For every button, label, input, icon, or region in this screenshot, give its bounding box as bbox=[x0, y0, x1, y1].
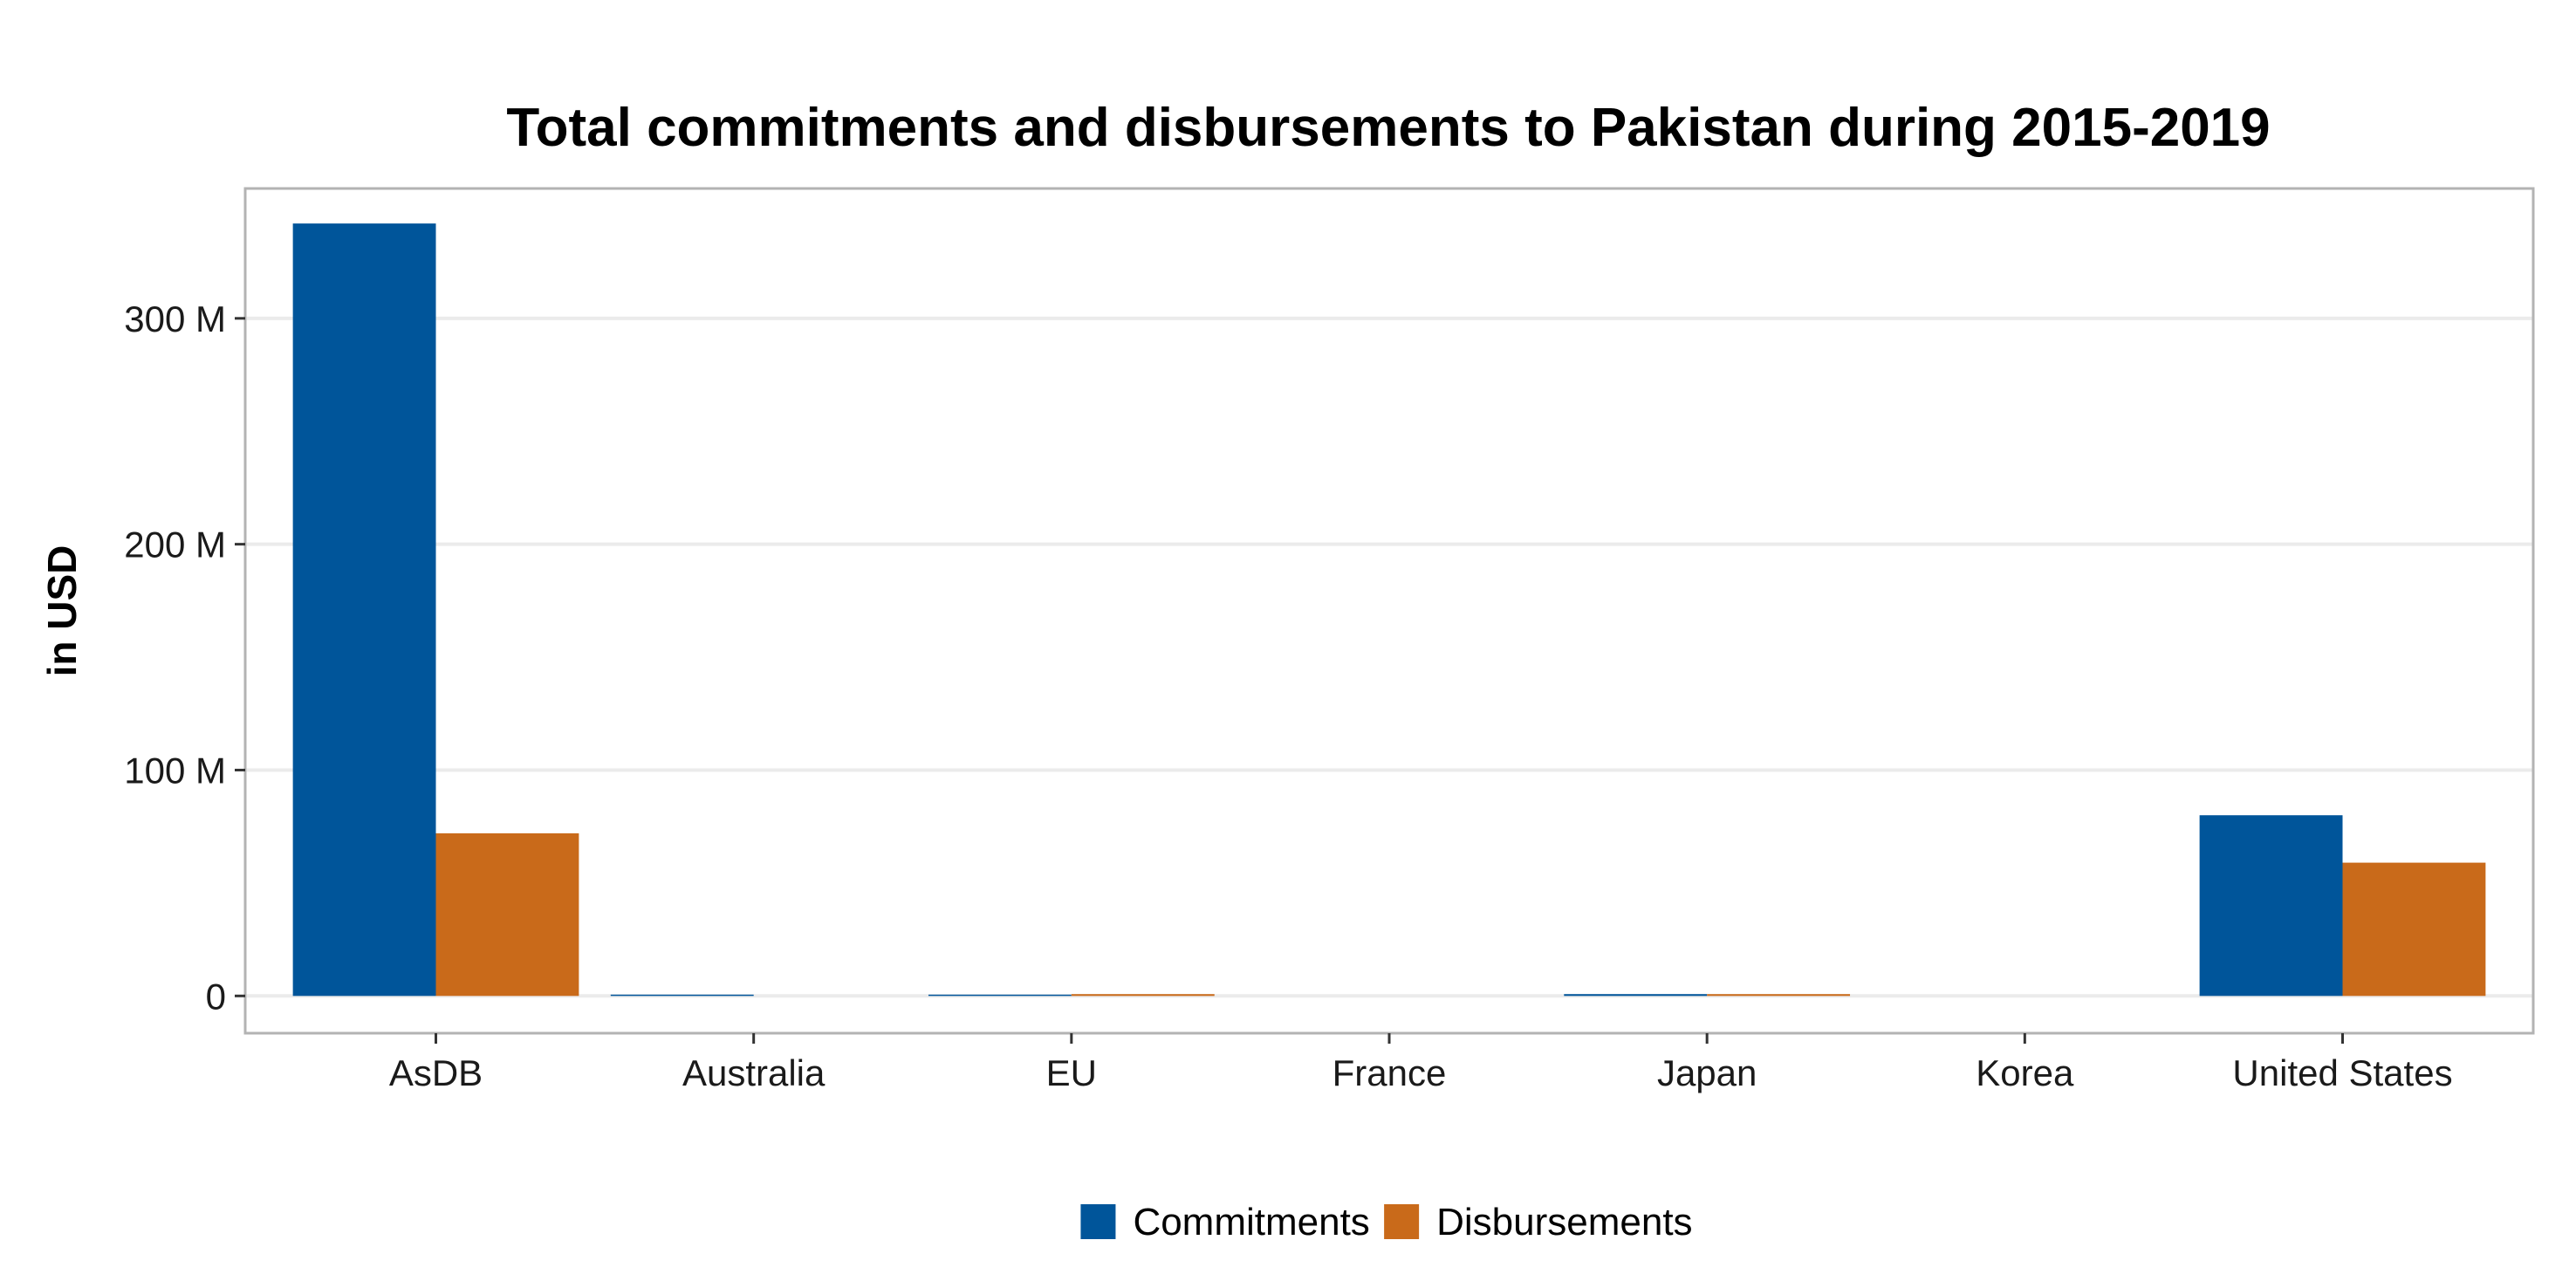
plot-background bbox=[245, 188, 2533, 1033]
legend-key-disbursements bbox=[1384, 1204, 1420, 1239]
bar-disbursements-japan bbox=[1707, 994, 1851, 997]
legend-key-commitments bbox=[1080, 1204, 1116, 1239]
y-tick-label: 200 M bbox=[124, 524, 226, 565]
legend: Commitments Disbursements bbox=[1080, 1201, 1693, 1243]
y-tick-label: 300 M bbox=[124, 298, 226, 339]
bar-commitments-australia bbox=[610, 994, 754, 997]
x-tick-label: AsDB bbox=[389, 1052, 483, 1093]
x-tick-label: United States bbox=[2232, 1052, 2452, 1093]
y-axis: 0 100 M 200 M 300 M bbox=[124, 298, 245, 1017]
x-tick-label: France bbox=[1333, 1052, 1447, 1093]
legend-label-commitments: Commitments bbox=[1133, 1201, 1369, 1243]
x-tick-label: EU bbox=[1046, 1052, 1097, 1093]
bar-disbursements-eu bbox=[1071, 994, 1215, 997]
bar-commitments-japan bbox=[1564, 994, 1708, 997]
y-tick-label: 100 M bbox=[124, 750, 226, 791]
plot-area bbox=[243, 187, 2535, 1035]
legend-label-disbursements: Disbursements bbox=[1436, 1201, 1692, 1243]
x-tick-label: Japan bbox=[1657, 1052, 1757, 1093]
grid-lines bbox=[245, 316, 2533, 998]
x-axis: AsDB Australia EU France Japan Korea United St… bbox=[389, 1033, 2453, 1093]
y-tick-label: 0 bbox=[206, 976, 226, 1017]
chart-title: Total commitments and disbursements to P… bbox=[506, 98, 2270, 158]
bar-disbursements-asdb bbox=[435, 832, 579, 997]
x-tick-label: Australia bbox=[682, 1052, 826, 1093]
y-axis-title: in USD bbox=[39, 545, 85, 677]
bar-commitments-asdb bbox=[292, 223, 436, 997]
bar-disbursements-united-states bbox=[2342, 862, 2486, 997]
bar-commitments-united-states bbox=[2199, 815, 2343, 997]
x-tick-label: Korea bbox=[1976, 1052, 2074, 1093]
bar-commitments-eu bbox=[928, 994, 1072, 997]
bars bbox=[292, 223, 2486, 997]
